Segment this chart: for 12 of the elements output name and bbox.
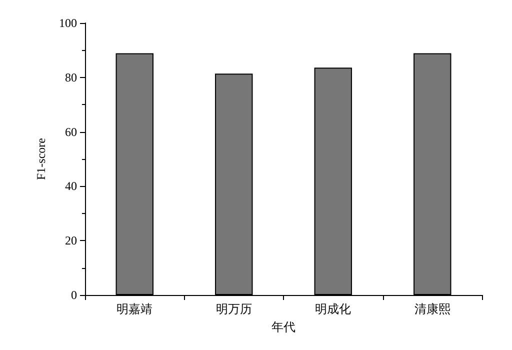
y-tick-label: 80	[65, 70, 77, 84]
y-axis-title: F1-score	[34, 138, 48, 180]
x-tick-label: 明成化	[315, 302, 352, 316]
y-tick-label: 20	[65, 234, 77, 248]
x-axis-title: 年代	[272, 320, 296, 334]
x-tick-label: 明万历	[216, 302, 252, 316]
x-tick-label: 明嘉靖	[116, 302, 153, 316]
x-tick-label: 清康熙	[414, 302, 450, 316]
y-tick-label: 100	[59, 16, 77, 30]
y-tick-label: 60	[65, 124, 77, 139]
y-tick-label: 40	[65, 179, 77, 194]
y-tick-label: 0	[71, 288, 77, 302]
